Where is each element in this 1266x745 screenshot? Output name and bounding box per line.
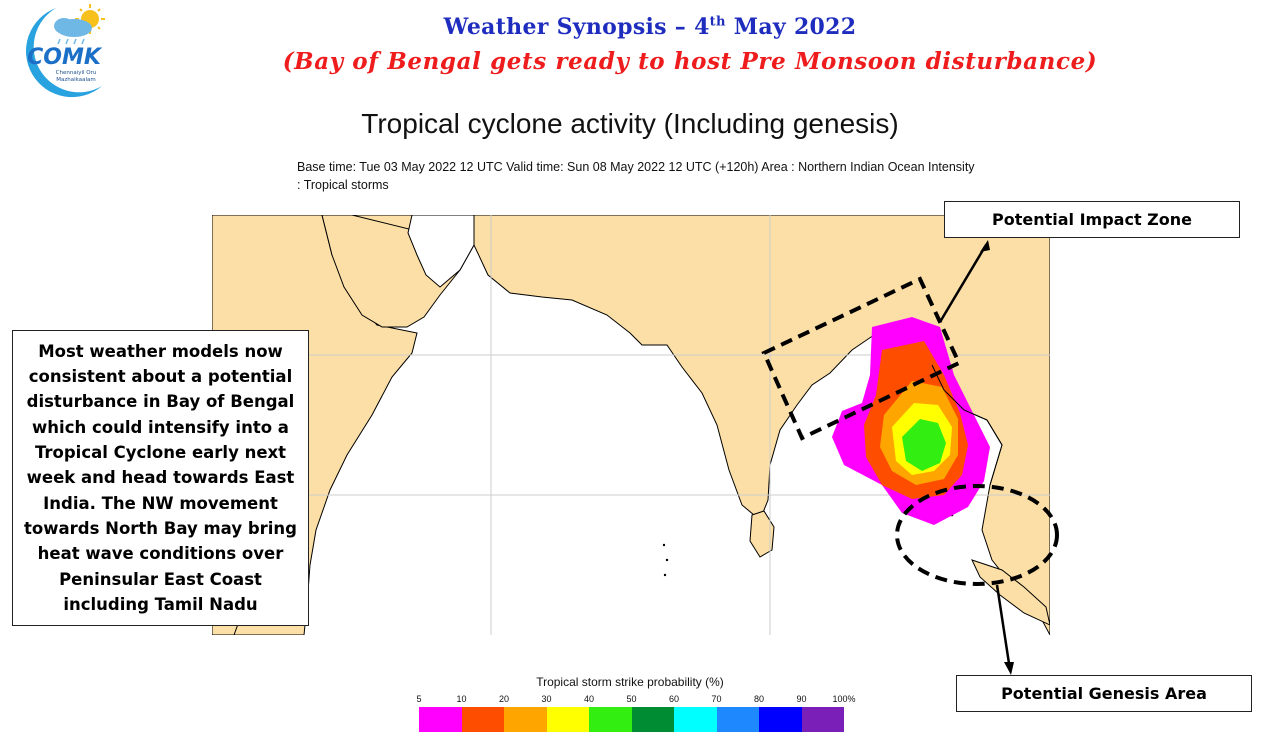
- legend-swatch: [716, 707, 759, 732]
- genesis-area-callout: Potential Genesis Area: [956, 675, 1252, 712]
- legend-tick-label: 100%: [832, 694, 856, 704]
- legend-tick-label: 90: [796, 694, 807, 704]
- legend-tick-label: 80: [753, 694, 764, 704]
- description-text: Most weather models now consistent about…: [24, 341, 297, 614]
- legend-tick-label: 5: [416, 694, 422, 704]
- legend-tick-label: 60: [668, 694, 679, 704]
- legend-swatch: [461, 707, 504, 732]
- legend-swatch: [801, 707, 844, 732]
- comk-logo: COMK Chennaiyil Oru Mazhaikaalam: [26, 4, 105, 98]
- genesis-area-label: Potential Genesis Area: [1001, 684, 1207, 703]
- chart-title: Tropical cyclone activity (Including gen…: [361, 108, 899, 139]
- synopsis-subtitle: (Bay of Bengal gets ready to host Pre Mo…: [282, 48, 1098, 75]
- indian-ocean-map: [212, 215, 1050, 635]
- legend-swatch: [589, 707, 632, 732]
- legend-tick-label: 40: [583, 694, 594, 704]
- chart-meta: Base time: Tue 03 May 2022 12 UTC Valid …: [297, 158, 977, 194]
- meta-line-2: : Tropical storms: [297, 178, 389, 192]
- logo-tagline-1: Chennaiyil Oru: [56, 70, 97, 76]
- legend-swatch: [759, 707, 802, 732]
- logo-tagline-2: Mazhaikaalam: [56, 77, 95, 83]
- legend-colorbar: [419, 707, 844, 732]
- sri-lanka: [749, 510, 775, 558]
- legend-swatch: [546, 707, 589, 732]
- legend-tick-label: 70: [711, 694, 722, 704]
- legend-tick-label: 50: [626, 694, 637, 704]
- legend-swatch: [419, 707, 462, 732]
- impact-zone-callout: Potential Impact Zone: [944, 201, 1240, 238]
- impact-zone-label: Potential Impact Zone: [991, 210, 1192, 229]
- legend-swatch: [504, 707, 547, 732]
- legend-title: Tropical storm strike probability (%): [536, 675, 724, 689]
- description-callout: Most weather models now consistent about…: [12, 330, 309, 626]
- meta-line-1: Base time: Tue 03 May 2022 12 UTC Valid …: [297, 160, 975, 174]
- legend-tick-label: 20: [498, 694, 509, 704]
- legend-swatch: [674, 707, 717, 732]
- legend-swatch: [631, 707, 674, 732]
- legend-tick-label: 10: [456, 694, 467, 704]
- legend-tick-label: 30: [541, 694, 552, 704]
- logo-wordmark: COMK: [27, 45, 103, 70]
- synopsis-title: Weather Synopsis – 4th May 2022: [443, 14, 857, 40]
